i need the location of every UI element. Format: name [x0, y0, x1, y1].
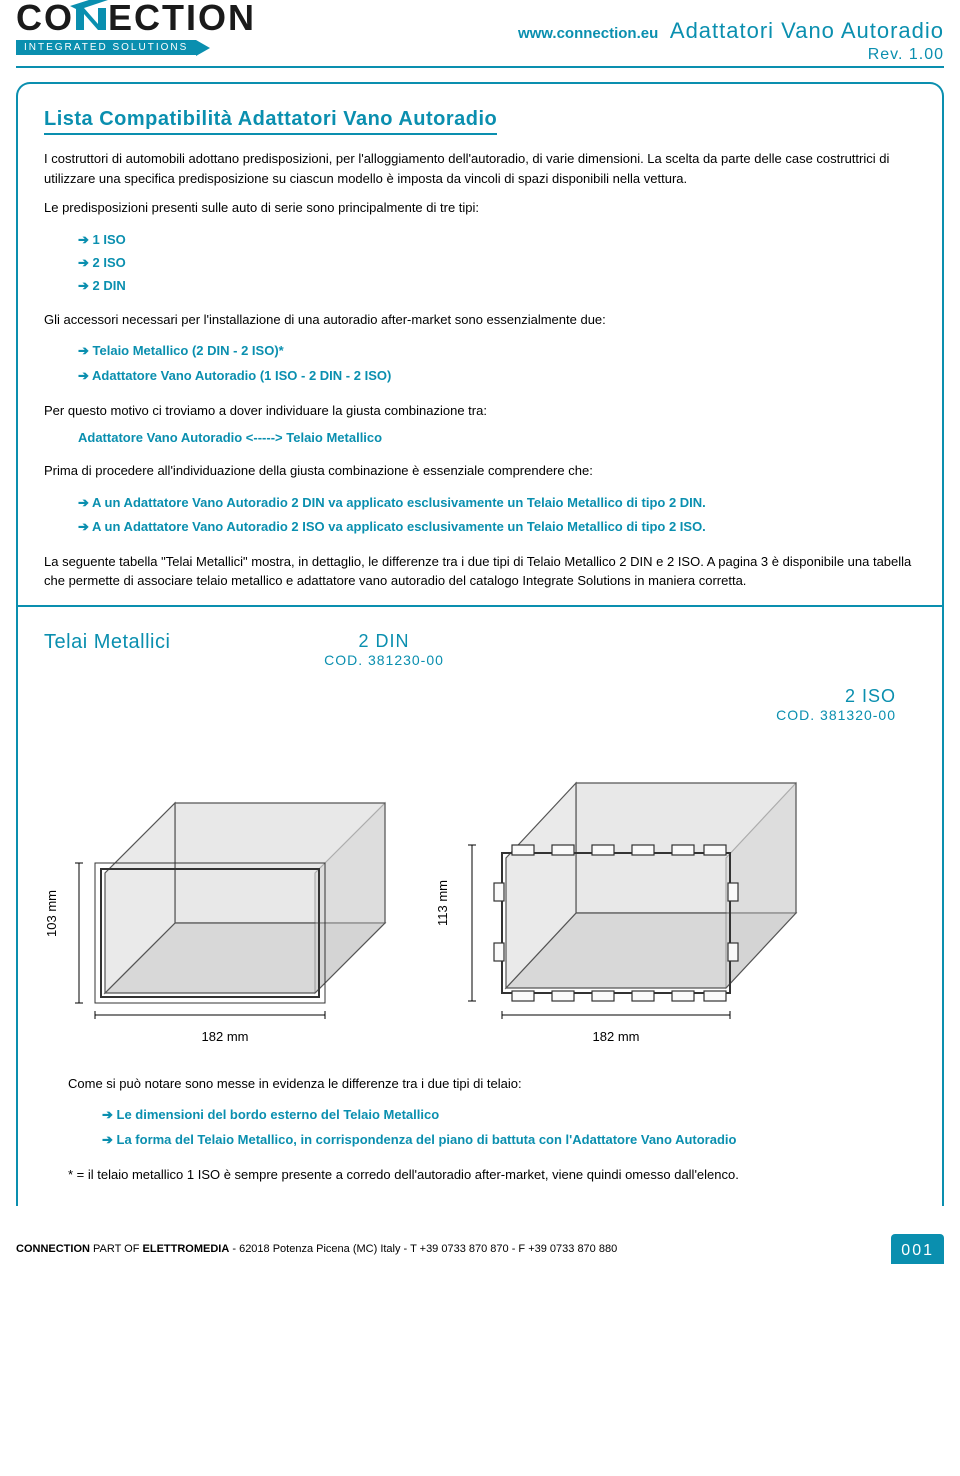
types-list: 1 ISO 2 ISO 2 DIN: [78, 228, 916, 298]
iso-diagram: [456, 763, 836, 1023]
logo-tagline: INTEGRATED SOLUTIONS: [16, 40, 196, 55]
diff-item: Le dimensioni del bordo esterno del Tela…: [102, 1103, 916, 1128]
p3: Gli accessori necessari per l'installazi…: [44, 310, 916, 330]
din-width: 182 mm: [95, 1029, 355, 1044]
logo-swoosh-icon: [70, 0, 124, 10]
rule-item: A un Adattatore Vano Autoradio 2 DIN va …: [78, 491, 916, 516]
din-code: COD. 381230-00: [244, 652, 524, 668]
page-number: 001: [891, 1234, 944, 1264]
accessory-item: Telaio Metallico (2 DIN - 2 ISO)*: [78, 339, 916, 364]
footer-text: CONNECTION PART OF ELETTROMEDIA - 62018 …: [16, 1243, 617, 1255]
main-frame: Lista Compatibilità Adattatori Vano Auto…: [16, 82, 944, 1206]
logo-suffix: ECTION: [108, 0, 256, 38]
combo: Adattatore Vano Autoradio <-----> Telaio…: [78, 430, 916, 445]
header-title: Adattatori Vano Autoradio: [670, 18, 944, 43]
divider: [18, 605, 942, 607]
logo: CO ECTION INTEGRATED SOLUTIONS: [16, 0, 256, 55]
p4: Per questo motivo ci troviamo a dover in…: [44, 401, 916, 421]
rule-item: A un Adattatore Vano Autoradio 2 ISO va …: [78, 515, 916, 540]
list-item: 2 DIN: [78, 274, 916, 297]
header-rev: Rev. 1.00: [256, 46, 944, 64]
header: CO ECTION INTEGRATED SOLUTIONS www.connec…: [16, 0, 944, 68]
logo-text: CO ECTION: [16, 0, 256, 38]
header-right: www.connection.eu Adattatori Vano Autora…: [256, 0, 944, 64]
header-url: www.connection.eu: [518, 25, 658, 42]
p1: I costruttori di automobili adottano pre…: [44, 149, 916, 188]
footer-company: ELETTROMEDIA: [143, 1243, 230, 1255]
diff-item: La forma del Telaio Metallico, in corris…: [102, 1128, 916, 1153]
diagrams-row: 103 mm: [44, 703, 916, 1044]
din-label: 2 DIN: [244, 631, 524, 652]
p2: Le predisposizioni presenti sulle auto d…: [44, 198, 916, 218]
logo-prefix: CO: [16, 0, 74, 38]
section2-title: Telai Metallici: [44, 631, 244, 670]
list-item: 2 ISO: [78, 251, 916, 274]
footnote: * = il telaio metallico 1 ISO è sempre p…: [68, 1167, 916, 1182]
p6: La seguente tabella "Telai Metallici" mo…: [44, 552, 916, 591]
p5: Prima di procedere all'individuazione de…: [44, 461, 916, 481]
iso-width: 182 mm: [502, 1029, 730, 1044]
section1-title: Lista Compatibilità Adattatori Vano Auto…: [44, 108, 497, 135]
diff-note: Come si può notare sono messe in evidenz…: [68, 1074, 916, 1094]
footer-address: - 62018 Potenza Picena (MC) Italy - T +3…: [229, 1243, 617, 1255]
din-diagram: [65, 783, 405, 1023]
footer-mid: PART OF: [93, 1243, 143, 1255]
accessory-item: Adattatore Vano Autoradio (1 ISO - 2 DIN…: [78, 364, 916, 389]
iso-height: 113 mm: [435, 880, 450, 926]
footer-brand: CONNECTION: [16, 1243, 93, 1255]
din-height: 103 mm: [44, 890, 59, 937]
list-item: 1 ISO: [78, 228, 916, 251]
footer: CONNECTION PART OF ELETTROMEDIA - 62018 …: [16, 1234, 944, 1264]
